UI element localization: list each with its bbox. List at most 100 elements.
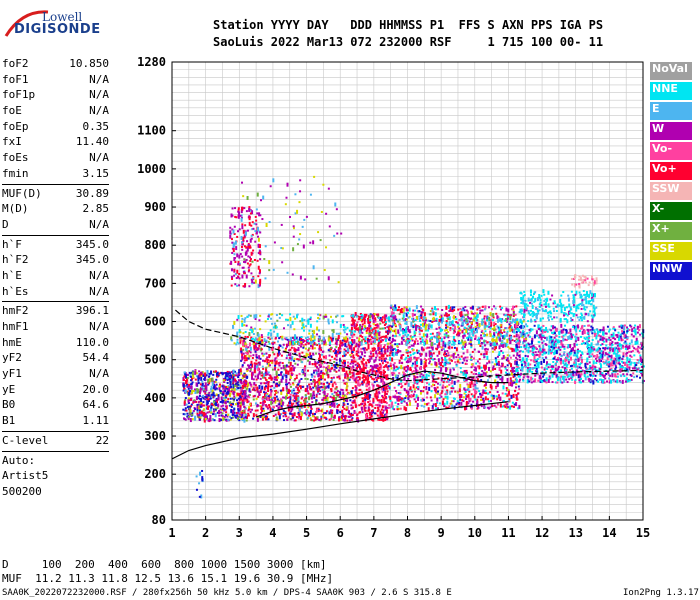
echo-point [503, 313, 506, 316]
echo-point [502, 399, 505, 402]
echo-point [404, 397, 407, 400]
echo-point [415, 386, 418, 389]
echo-point [263, 393, 266, 398]
echo-point [300, 343, 303, 346]
echo-point [311, 375, 314, 378]
echo-point [197, 382, 200, 385]
echo-point [408, 315, 411, 318]
echo-point [377, 374, 380, 377]
echo-point [393, 372, 396, 375]
echo-point [330, 417, 333, 420]
echo-point [253, 383, 256, 386]
echo-point [307, 390, 310, 395]
echo-point [458, 356, 461, 359]
echo-point [491, 361, 494, 364]
echo-point [418, 371, 421, 374]
echo-point [393, 315, 396, 320]
echo-point [244, 414, 247, 419]
echo-point [251, 363, 254, 368]
echo-point [222, 401, 225, 404]
echo-point [611, 360, 614, 365]
echo-point [495, 331, 498, 334]
echo-point [198, 418, 201, 421]
echo-point [382, 353, 385, 358]
echo-point [208, 410, 211, 413]
echo-point [332, 337, 335, 340]
echo-point [484, 348, 487, 353]
echo-point [342, 362, 345, 365]
echo-point [385, 314, 388, 319]
echo-point [590, 346, 593, 351]
echo-point [317, 388, 320, 391]
echo-point [383, 371, 386, 374]
echo-point [256, 386, 259, 391]
echo-point [280, 367, 283, 370]
echo-point [370, 375, 373, 378]
echo-point [392, 306, 395, 309]
echo-point [620, 324, 623, 329]
echo-point [345, 406, 348, 411]
echo-point [420, 314, 423, 317]
echo-point [510, 314, 513, 317]
echo-point [190, 382, 193, 385]
echo-point [343, 407, 346, 410]
echo-point [212, 408, 215, 411]
echo-point [378, 366, 381, 369]
echo-point [559, 340, 562, 343]
echo-point [522, 350, 525, 353]
echo-point [346, 398, 349, 403]
echo-point [315, 365, 318, 368]
echo-point [369, 355, 372, 358]
echo-point [381, 321, 384, 324]
echo-point [340, 344, 343, 347]
echo-point [309, 352, 312, 357]
echo-point [554, 340, 557, 343]
echo-point [370, 342, 373, 345]
echo-point [238, 419, 241, 422]
echo-point [444, 355, 447, 358]
echo-point [492, 365, 495, 368]
echo-point [382, 409, 385, 412]
echo-point [248, 354, 251, 359]
echo-point [544, 331, 547, 334]
echo-point [243, 391, 246, 394]
echo-point [281, 375, 284, 380]
echo-point [467, 397, 470, 400]
echo-point [462, 307, 465, 310]
echo-point [615, 353, 618, 358]
echo-point [474, 383, 477, 386]
echo-point [297, 358, 300, 361]
echo-point [463, 319, 466, 322]
echo-point [422, 386, 425, 389]
echo-point [394, 304, 397, 309]
echo-point [394, 328, 397, 333]
echo-point [376, 410, 379, 413]
echo-point [470, 344, 473, 347]
echo-point [224, 390, 227, 393]
echo-point [316, 362, 319, 365]
echo-point [538, 341, 541, 344]
echo-point [392, 329, 395, 332]
echo-point [263, 409, 266, 412]
echo-point [278, 405, 281, 410]
echo-point [542, 373, 545, 376]
echo-point [495, 395, 498, 398]
echo-point [436, 397, 439, 402]
echo-point [312, 386, 315, 389]
echo-point [639, 333, 642, 336]
echo-point [500, 349, 503, 352]
echo-point [327, 376, 330, 379]
echo-point [578, 366, 581, 369]
echo-point [206, 369, 209, 374]
echo-point [377, 408, 380, 411]
echo-point [350, 418, 353, 421]
echo-point [384, 357, 387, 360]
echo-point [286, 387, 289, 392]
echo-point [222, 379, 225, 382]
echo-point [478, 390, 481, 393]
echo-point [238, 384, 241, 387]
echo-point [397, 399, 400, 402]
echo-point [200, 373, 203, 376]
echo-point [405, 369, 408, 372]
echo-point [384, 327, 387, 330]
